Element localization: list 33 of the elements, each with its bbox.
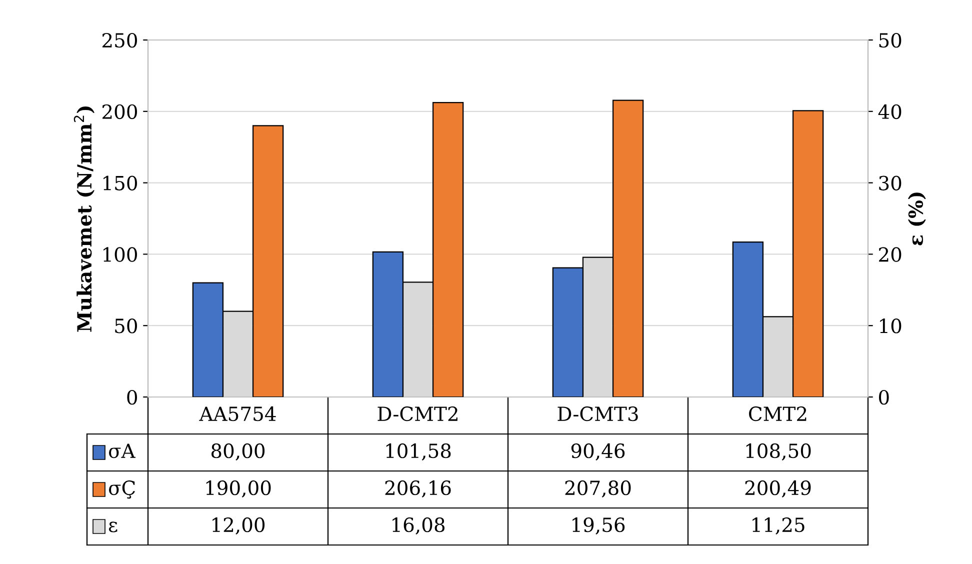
x-tick-label: AA5754 [199,406,276,422]
data-label: 108,50 [746,443,811,461]
y2-tick-label: 50 [879,32,902,48]
y-tick-label: 150 [104,176,137,190]
y-axis-title: Mukavemet (N/mm$^{2}$) [74,106,94,332]
legend-label: ε [108,522,118,532]
x-tick-label: CMT2 [749,406,806,422]
data-label: 101,58 [386,443,451,461]
y2-tick-label: 30 [879,176,902,190]
x-tick-label: D-CMT3 [558,406,638,422]
data-label: 206,16 [385,480,451,498]
y-tick-label: 250 [102,32,137,48]
y-tick-label: 100 [104,247,137,262]
y-tick-label: 200 [102,104,137,120]
x-tick-label: D-CMT2 [378,406,458,422]
data-label: 90,46 [571,443,625,461]
data-label: 12,00 [212,517,265,535]
y2-tick-label: 10 [880,318,902,334]
y2-axis-title: ε (%) [908,192,926,246]
y2-tick-label: 20 [879,247,902,262]
y2-tick-label: 0 [879,390,889,405]
y-tick-label: 50 [115,318,137,334]
data-label: 200,49 [745,480,811,498]
y-tick-label: 0 [127,390,137,405]
y2-tick-label: 40 [878,104,902,120]
data-label: 19,56 [572,517,625,535]
data-label: 207,80 [565,480,631,498]
data-label: 11,25 [752,517,804,535]
data-label: 190,00 [206,480,271,498]
data-label: 16,08 [392,517,445,535]
legend-label: σA [108,444,136,458]
legend-label: σÇ [108,480,135,499]
data-label: 80,00 [211,443,265,461]
